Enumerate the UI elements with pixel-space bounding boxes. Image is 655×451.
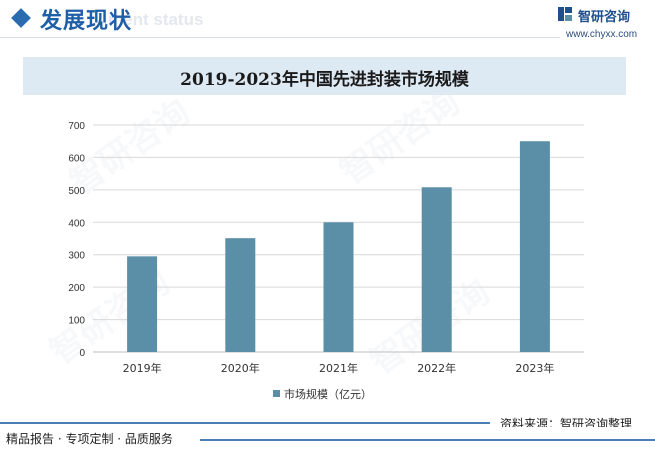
y-tick-label: 200 [68, 283, 85, 294]
footer-bar: 精品报告 · 专项定制 · 品质服务 [0, 427, 655, 451]
page-header: ment status 发展现状 智研咨询 www.chyxx.com [0, 0, 655, 46]
footer-tagline: 精品报告 · 专项定制 · 品质服务 [6, 432, 173, 446]
x-tick-label: 2019年 [123, 361, 162, 375]
brand-url: www.chyxx.com [566, 29, 638, 40]
brand-name: 智研咨询 [578, 10, 631, 25]
y-tick-label: 300 [68, 251, 85, 262]
x-tick-label: 2022年 [417, 361, 456, 375]
bar [323, 222, 354, 352]
legend-swatch [273, 390, 280, 397]
x-tick-label: 2020年 [221, 361, 260, 375]
page-footer: 资料来源：智研咨询整理 精品报告 · 专项定制 · 品质服务 [0, 411, 655, 451]
section-subtitle: ment status [108, 10, 204, 29]
y-tick-label: 0 [79, 348, 85, 359]
chart-title: 2019-2023年中国先进封装市场规模 [180, 70, 469, 90]
footer-divider [0, 422, 490, 424]
chart-title-band: 2019-2023年中国先进封装市场规模 [23, 57, 626, 95]
footer-bottom-divider [200, 439, 655, 441]
x-tick-label: 2023年 [515, 361, 554, 375]
legend-label: 市场规模（亿元） [284, 387, 372, 401]
y-tick-label: 700 [68, 121, 85, 132]
header-divider [0, 37, 560, 38]
brand-logo-icon [558, 7, 572, 21]
y-tick-label: 400 [68, 218, 85, 229]
y-tick-label: 100 [68, 316, 85, 327]
x-tick-label: 2021年 [319, 361, 358, 375]
y-tick-label: 500 [68, 186, 85, 197]
bar [225, 238, 256, 352]
bar [421, 187, 452, 352]
bar-chart: 0 100 200 300 400 500 600 700 2019年 2020年 2021年 202… [68, 121, 584, 401]
bar [519, 141, 550, 352]
section-title: 发展现状 [40, 9, 133, 34]
bar [127, 256, 158, 352]
y-tick-label: 600 [68, 153, 85, 164]
